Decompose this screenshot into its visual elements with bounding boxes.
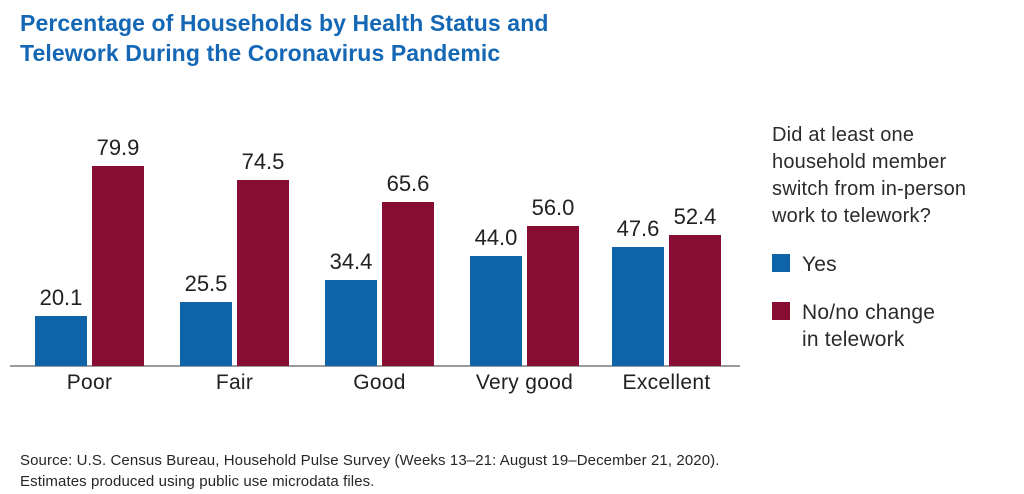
legend: Did at least one household member switch… (772, 122, 1018, 353)
legend-swatch-no-icon (772, 302, 790, 320)
source-note: Source: U.S. Census Bureau, Household Pu… (20, 452, 720, 490)
value-label-yes-good: 34.4 (329, 249, 373, 274)
x-tick-label-fair: Fair (215, 371, 254, 394)
legend-label: Yes (802, 253, 837, 276)
bar-yes-good (325, 280, 377, 366)
bar-no-good (382, 202, 434, 366)
value-label-yes-excellent: 47.6 (616, 216, 660, 241)
bar-yes-poor (35, 316, 87, 366)
bar-yes-fair (180, 302, 232, 366)
chart-title: Percentage of Households by Health Statu… (20, 10, 549, 66)
legend-item-yes: Yes (772, 251, 1018, 278)
value-label-no-poor: 79.9 (96, 135, 140, 160)
legend-items: Yes No/no change in telework (772, 251, 1018, 353)
x-tick-label-poor: Poor (66, 371, 113, 394)
x-tick-label-good: Good (353, 371, 406, 394)
value-label-yes-very-good: 44.0 (474, 225, 518, 250)
value-label-no-excellent: 52.4 (673, 204, 717, 229)
bar-yes-excellent (612, 247, 664, 366)
bar-no-very-good (527, 226, 579, 366)
value-label-yes-poor: 20.1 (39, 285, 83, 310)
legend-label: No/no change in telework (802, 301, 936, 351)
x-axis-line (10, 365, 740, 367)
x-tick-label-very-good: Very good (475, 371, 574, 394)
value-label-no-very-good: 56.0 (531, 195, 575, 220)
bar-no-excellent (669, 235, 721, 366)
bar-no-poor (92, 166, 144, 366)
x-tick-label-excellent: Excellent (622, 371, 711, 394)
legend-item-no: No/no change in telework (772, 299, 1018, 353)
bar-no-fair (237, 180, 289, 366)
legend-swatch-yes-icon (772, 254, 790, 272)
bar-yes-very-good (470, 256, 522, 366)
value-label-yes-fair: 25.5 (184, 271, 228, 296)
legend-question: Did at least one household member switch… (772, 124, 967, 227)
value-label-no-fair: 74.5 (241, 149, 285, 174)
value-label-no-good: 65.6 (386, 171, 430, 196)
